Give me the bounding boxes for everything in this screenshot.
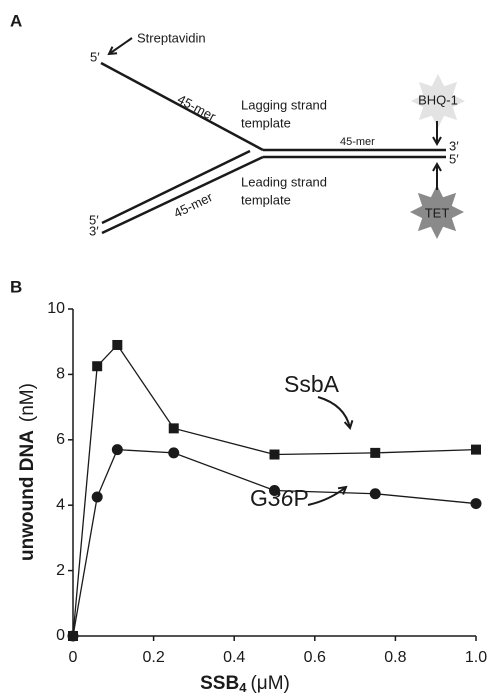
- strand-label: Lagging strand: [241, 97, 327, 112]
- x-label-unit: (μM): [250, 673, 289, 694]
- x-label-main: SSB: [200, 673, 239, 694]
- strand: [102, 157, 263, 233]
- strand-label: template: [241, 192, 291, 207]
- marker: [270, 450, 280, 460]
- series-line: [73, 450, 476, 636]
- marker: [471, 498, 482, 509]
- y-tick-label: 0: [56, 627, 65, 644]
- x-tick-label: 0.4: [223, 649, 245, 666]
- fluorophore-label: TET: [425, 205, 450, 220]
- arrow: [308, 487, 346, 505]
- streptavidin-label: Streptavidin: [137, 30, 206, 45]
- x-axis-label: SSB4(μM): [200, 673, 290, 695]
- x-tick-label: 0.8: [384, 649, 406, 666]
- length-label: 45-mer: [175, 91, 219, 124]
- marker: [168, 447, 179, 458]
- marker: [169, 423, 179, 433]
- quencher-label: BHQ-1: [418, 92, 458, 107]
- marker: [370, 448, 380, 458]
- panel-label: A: [10, 11, 22, 30]
- series-label: SsbA: [284, 371, 340, 397]
- y-tick-label: 2: [56, 562, 65, 579]
- x-tick-label: 0.2: [142, 649, 164, 666]
- length-label: 45-mer: [171, 189, 215, 221]
- strand-label: template: [241, 115, 291, 130]
- x-tick-label: 0.6: [304, 649, 326, 666]
- end-label: 3′: [89, 223, 99, 238]
- y-label-unit: (nM): [17, 383, 38, 422]
- panel-label: B: [10, 277, 22, 296]
- x-tick-label: 0: [69, 649, 78, 666]
- x-tick-label: 1.0: [465, 649, 487, 666]
- y-tick-label: 4: [56, 496, 65, 513]
- end-label: 5′: [449, 151, 459, 166]
- arrow: [109, 38, 132, 54]
- x-label-sub: 4: [239, 680, 247, 695]
- label-part: P: [293, 485, 308, 511]
- label-part: G: [250, 485, 268, 511]
- y-tick-label: 10: [47, 300, 65, 317]
- y-axis-label: unwound DNA (nM): [17, 383, 38, 561]
- end-label: 5′: [90, 49, 100, 64]
- marker: [68, 631, 79, 642]
- marker: [92, 492, 103, 503]
- figure: A 5′ Streptavidin 45-mer Lagging strand …: [0, 0, 490, 695]
- marker: [269, 485, 280, 496]
- y-tick-label: 8: [56, 366, 65, 383]
- y-label-main: unwound DNA: [17, 430, 38, 561]
- arrow: [318, 397, 350, 428]
- marker: [471, 445, 481, 455]
- marker: [112, 340, 122, 350]
- length-label: 45-mer: [340, 136, 375, 148]
- marker: [370, 488, 381, 499]
- marker: [92, 361, 102, 371]
- y-tick-label: 6: [56, 431, 65, 448]
- strand-label: Leading strand: [241, 174, 327, 189]
- marker: [112, 444, 123, 455]
